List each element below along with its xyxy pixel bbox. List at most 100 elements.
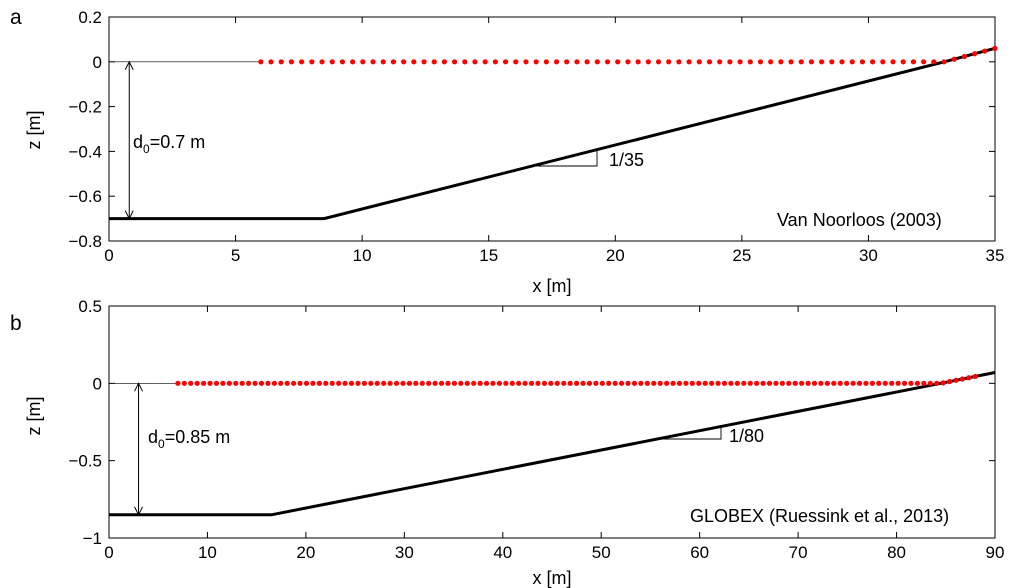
- gauge-point: [299, 59, 305, 65]
- gauge-point: [927, 380, 933, 386]
- y-tick-label: −0.4: [68, 142, 102, 161]
- x-tick-label: 35: [986, 246, 1005, 265]
- gauge-point: [737, 59, 743, 65]
- gauge-point: [188, 380, 194, 386]
- gauge-point: [966, 375, 972, 381]
- gauge-point: [201, 380, 207, 386]
- gauge-point: [625, 59, 631, 65]
- gauge-point: [747, 380, 753, 386]
- gauge-point: [342, 380, 348, 386]
- gauge-point: [612, 380, 618, 386]
- gauge-point: [462, 59, 468, 65]
- gauge-point: [786, 380, 792, 386]
- gauge-point: [766, 380, 773, 386]
- x-tick-label: 50: [592, 543, 611, 562]
- gauge-point: [553, 59, 560, 65]
- panel-b-gauges: [175, 373, 978, 386]
- gauge-point: [829, 59, 835, 65]
- gauge-point: [869, 380, 876, 386]
- gauge-point: [676, 59, 682, 65]
- gauge-point: [982, 48, 988, 54]
- gauge-point: [837, 380, 843, 386]
- gauge-point: [768, 59, 774, 65]
- gauge-point: [972, 51, 978, 57]
- gauge-point: [953, 377, 959, 383]
- gauge-point: [543, 59, 549, 65]
- gauge-point: [921, 59, 927, 65]
- gauge-point: [594, 59, 600, 65]
- gauge-point: [908, 380, 914, 386]
- gauge-point: [513, 59, 519, 65]
- gauge-point: [914, 380, 921, 386]
- panel-b-x-ticks: 0 10 20 30 40 50 60 70 80 90: [104, 306, 1004, 562]
- gauge-point: [574, 380, 580, 386]
- gauge-point: [811, 380, 818, 386]
- gauge-point: [554, 380, 560, 386]
- gauge-point: [370, 59, 376, 65]
- gauge-point: [850, 380, 856, 386]
- gauge-point: [910, 59, 917, 65]
- gauge-point: [593, 380, 599, 386]
- panel-a: a 0 5 10 15 20 25 30 35 0.2 0 −0.2 −0.4 −0.6 −0.8 d0…: [10, 6, 1004, 296]
- gauge-point: [421, 59, 427, 65]
- gauge-point: [336, 380, 342, 386]
- panel-b-bed-profile: [109, 371, 996, 517]
- panel-b-depth-label: d0=0.85 m: [148, 427, 230, 451]
- gauge-point: [876, 380, 882, 386]
- gauge-point: [233, 380, 239, 386]
- x-tick-label: 0: [104, 246, 113, 265]
- gauge-point: [747, 59, 753, 65]
- y-tick-label: 0.2: [78, 8, 102, 27]
- gauge-point: [805, 380, 811, 386]
- gauge-point: [419, 380, 425, 386]
- x-tick-label: 15: [479, 246, 498, 265]
- panel-b-letter: b: [10, 312, 22, 335]
- x-tick-label: 10: [353, 246, 372, 265]
- depth-arrow-head-bottom: [124, 210, 134, 220]
- gauge-point: [882, 380, 888, 386]
- y-tick-label: 0.5: [78, 297, 102, 316]
- gauge-point: [934, 380, 940, 386]
- panel-b-axes-box: [108, 305, 996, 539]
- gauge-point: [297, 380, 303, 386]
- gauge-point: [288, 59, 295, 65]
- gauge-point: [541, 380, 548, 386]
- depth-arrow-head-top: [134, 382, 143, 392]
- gauge-point: [831, 380, 837, 386]
- gauge-point: [368, 380, 374, 386]
- gauge-point: [792, 380, 798, 386]
- gauge-point: [931, 59, 937, 65]
- gauge-point: [604, 59, 611, 65]
- gauge-point: [482, 59, 488, 65]
- gauge-point: [503, 380, 509, 386]
- gauge-point: [961, 53, 968, 60]
- gauge-point: [992, 45, 998, 51]
- panel-a-source-label: Van Noorloos (2003): [777, 210, 942, 230]
- x-tick-label: 80: [887, 543, 906, 562]
- gauge-point: [452, 59, 458, 65]
- gauge-point: [715, 380, 721, 386]
- gauge-point: [788, 59, 794, 65]
- y-tick-label: −0.5: [68, 452, 102, 471]
- panel-b-y-ticks: 0.5 0 −0.5 −1: [68, 297, 995, 548]
- gauge-point: [586, 380, 593, 386]
- gauge-point: [226, 380, 232, 386]
- gauge-point: [355, 380, 361, 386]
- gauge-point: [258, 59, 264, 65]
- gauge-point: [689, 380, 695, 386]
- gauge-point: [754, 380, 760, 386]
- gauge-point: [393, 380, 400, 386]
- gauge-point: [284, 380, 290, 386]
- gauge-point: [619, 380, 625, 386]
- gauge-point: [265, 380, 271, 386]
- gauge-point: [779, 380, 785, 386]
- gauge-point: [380, 59, 386, 65]
- panel-a-axes-box: [108, 16, 996, 242]
- gauge-point: [441, 59, 448, 65]
- panel-b-slope-triangle: [659, 425, 722, 440]
- panel-a-y-label: z [m]: [24, 111, 44, 150]
- panel-a-letter: a: [10, 6, 22, 29]
- y-tick-label: 0: [93, 374, 102, 393]
- gauge-point: [670, 380, 676, 386]
